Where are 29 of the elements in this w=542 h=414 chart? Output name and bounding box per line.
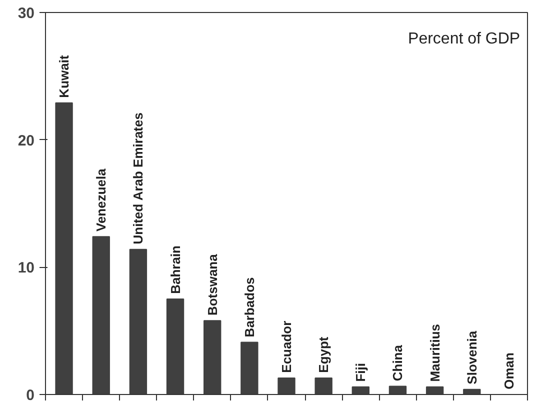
x-tick-label: Oman [501,352,516,390]
x-tick-label: Barbados [242,277,257,338]
x-tick-label: Venezuela [94,168,109,232]
bar [55,102,73,394]
bar [240,342,258,394]
bar [352,386,370,394]
bar [388,386,407,394]
x-tick-label: Fiji [353,362,368,382]
bar [426,386,444,394]
bar [314,377,332,394]
x-tick-label: Slovenia [464,330,480,384]
bar [129,248,148,394]
bar [92,236,110,394]
bar [278,377,296,394]
x-tick-label: Egypt [316,336,332,373]
y-tick-label: 0 [26,387,34,404]
x-tick-label: Bahrain [168,245,183,294]
y-tick-label: 20 [18,132,35,150]
x-tick-label: Mauritius [427,324,442,382]
y-tick-label: 10 [18,260,35,277]
annotation: Percent of GDP [408,30,520,48]
x-tick-label: United Arab Emirates [130,112,146,244]
y-tick-label: 30 [18,5,35,22]
bar [204,320,222,394]
x-tick-label: Kuwait [56,54,72,98]
bar [166,298,184,394]
x-tick-label: Botswana [204,253,220,316]
x-tick-label: Ecuador [279,320,294,373]
x-tick-label: China [390,344,406,382]
